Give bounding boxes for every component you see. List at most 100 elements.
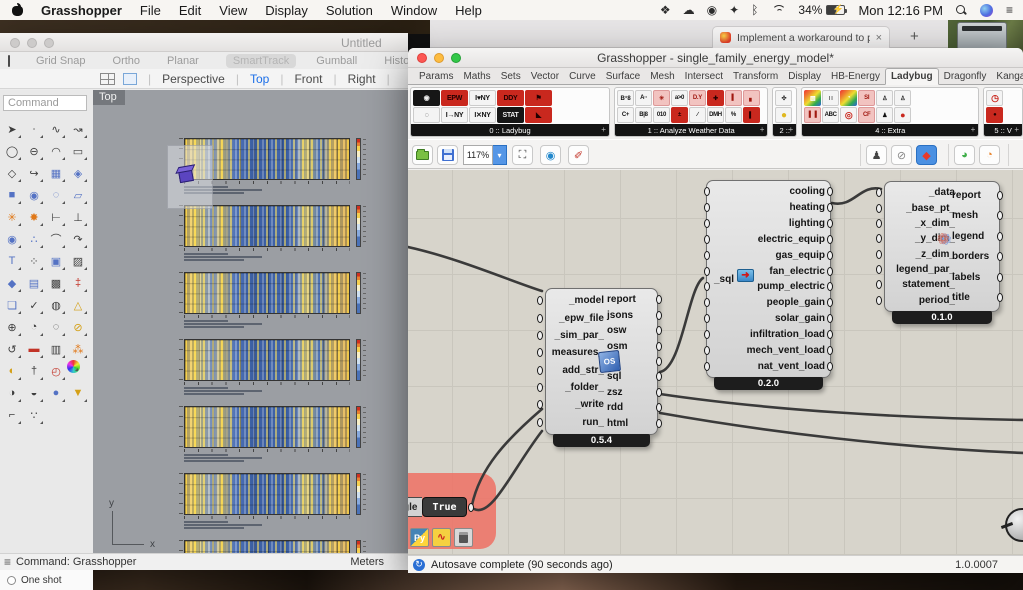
minimize-button[interactable] <box>27 38 37 48</box>
tool-icon[interactable]: ◑ <box>1 382 23 404</box>
tool-icon[interactable]: ◴ <box>45 360 67 382</box>
left-grip[interactable] <box>704 314 710 324</box>
spotlight-icon[interactable] <box>955 4 967 16</box>
zoom-button[interactable] <box>451 53 461 63</box>
output-grip[interactable] <box>827 282 833 292</box>
tool-icon[interactable]: ✓ <box>23 294 45 316</box>
python-icon[interactable]: Py <box>410 528 429 547</box>
selection-mode-button[interactable]: ◕ <box>954 145 975 165</box>
gh-tab[interactable]: Kangaroo2 <box>996 71 1023 82</box>
input-grip[interactable] <box>876 265 882 275</box>
output-grip[interactable] <box>656 403 662 413</box>
input-grip[interactable] <box>537 365 543 375</box>
left-grip[interactable] <box>704 329 710 339</box>
osnap-toggle[interactable]: SmartTrack <box>225 53 297 68</box>
tool-icon[interactable]: ◯ <box>1 140 23 162</box>
component-icon[interactable]: EPW <box>441 90 468 106</box>
tool-icon[interactable]: ◇ <box>1 162 23 184</box>
component-icon[interactable]: ● <box>986 107 1004 123</box>
component-icon[interactable]: D.Y <box>688 90 706 106</box>
node-openstudio[interactable]: _model _epw_file _sim_par_ <box>537 288 662 447</box>
component-icon[interactable]: DMH <box>706 107 724 123</box>
preview-eye-button[interactable]: ◉ <box>540 145 561 165</box>
ribbon-group-label[interactable]: 0 :: Ladybug <box>411 124 609 136</box>
tool-icon[interactable]: ➤ <box>1 118 23 140</box>
output-grip[interactable] <box>656 310 662 320</box>
component-icon[interactable]: A∙∙ <box>634 90 652 106</box>
component-icon[interactable]: ♙ <box>876 90 894 106</box>
four-viewports-icon[interactable] <box>100 72 115 85</box>
component-icon[interactable]: ◷ <box>986 90 1004 106</box>
input-grip[interactable] <box>537 348 543 358</box>
tool-icon[interactable]: ↺ <box>1 338 23 360</box>
component-icon[interactable]: ◉ <box>413 90 440 106</box>
selected-object[interactable] <box>178 168 194 184</box>
output-grip[interactable] <box>656 356 662 366</box>
menu-app-name[interactable]: Grasshopper <box>41 2 122 18</box>
output-grip[interactable] <box>827 314 833 324</box>
tool-icon[interactable]: △ <box>67 294 89 316</box>
tool-icon[interactable]: ⊕ <box>1 316 23 338</box>
output-grip[interactable] <box>827 250 833 260</box>
tool-icon[interactable]: ● <box>45 382 67 404</box>
input-grip[interactable] <box>876 249 882 259</box>
gh-tab[interactable]: Sets <box>500 71 521 82</box>
menubar-item[interactable]: View <box>219 2 248 18</box>
output-grip[interactable] <box>827 298 833 308</box>
component-icon[interactable]: B⁺8 <box>616 90 634 106</box>
close-button[interactable] <box>10 38 20 48</box>
ribbon-group-label[interactable]: 1 :: Analyze Weather Data <box>614 124 768 136</box>
tool-icon[interactable]: ◉ <box>1 228 23 250</box>
tool-icon[interactable]: ◆ <box>1 272 23 294</box>
output-grip[interactable] <box>827 329 833 339</box>
osnap-toggle[interactable]: Ortho <box>112 54 141 67</box>
zoom-level-dropdown[interactable]: 117% ▾ <box>463 145 507 165</box>
preview-shaded-button[interactable]: ◆ <box>916 145 937 165</box>
zoom-extents-button[interactable]: ⛶ <box>512 145 533 165</box>
notification-center-icon[interactable]: ≡ <box>1005 3 1013 17</box>
output-grip[interactable] <box>997 252 1003 262</box>
output-grip[interactable] <box>656 295 662 305</box>
output-grip[interactable] <box>656 341 662 351</box>
sidebar-toggle-icon[interactable] <box>8 54 10 67</box>
output-grip[interactable] <box>827 187 833 197</box>
component-icon[interactable]: ▧ <box>804 90 822 106</box>
heatmap-mesh[interactable] <box>184 339 350 381</box>
menubar-item[interactable]: Window <box>390 2 438 18</box>
gh-tab[interactable]: Params <box>419 71 454 82</box>
output-grip[interactable] <box>997 231 1003 241</box>
gh-tab[interactable]: Vector <box>530 71 560 82</box>
minimize-button[interactable] <box>434 53 444 63</box>
sketch-tool-button[interactable]: ✐ <box>568 145 589 165</box>
apple-logo-icon[interactable] <box>12 3 23 16</box>
zoom-button[interactable] <box>44 38 54 48</box>
component-icon[interactable]: I✕NY <box>469 107 496 123</box>
input-grip[interactable] <box>537 330 543 340</box>
tool-icon[interactable]: ∿ <box>45 118 67 140</box>
osnap-toggle[interactable]: Grid Snap <box>36 54 86 67</box>
gh-tab[interactable]: Dragonfly <box>943 71 987 82</box>
tool-icon[interactable]: ◉ <box>23 184 45 206</box>
output-grip[interactable] <box>656 372 662 382</box>
input-grip[interactable] <box>876 188 882 198</box>
output-grip[interactable] <box>656 418 662 428</box>
output-grip[interactable] <box>827 345 833 355</box>
component-icon[interactable]: I♥NY <box>469 90 496 106</box>
output-grip[interactable] <box>827 234 833 244</box>
tool-icon[interactable]: ▣ <box>45 250 67 272</box>
tool-icon[interactable]: ⁂ <box>67 338 89 360</box>
component-icon[interactable]: ▖ <box>742 90 760 106</box>
output-grip[interactable] <box>827 266 833 276</box>
tool-icon[interactable]: ◔ <box>23 316 45 338</box>
tool-icon[interactable]: ❏ <box>1 294 23 316</box>
ribbon-group-label[interactable]: 4 :: Extra <box>802 124 979 136</box>
preview-off-button[interactable]: ♟ <box>866 145 887 165</box>
ladybug-monthly-heatmap[interactable] <box>174 272 370 328</box>
battery-indicator[interactable]: 34% ⚡ <box>798 3 848 17</box>
component-icon[interactable]: ABC <box>822 107 840 123</box>
output-grip[interactable] <box>997 272 1003 282</box>
units-label[interactable]: Meters <box>350 556 384 568</box>
tool-icon[interactable]: ◍ <box>45 294 67 316</box>
left-grip[interactable] <box>704 282 710 292</box>
component-icon[interactable]: % <box>724 107 742 123</box>
